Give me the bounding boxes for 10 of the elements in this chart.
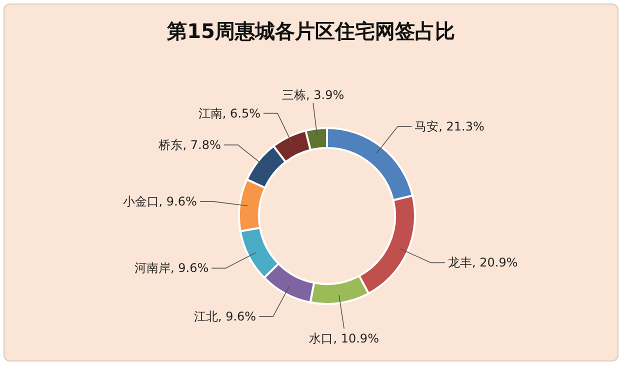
slice-label: 河南岸, 9.6% xyxy=(134,261,209,276)
slice-label: 三栋, 3.9% xyxy=(282,88,344,102)
slice-label: 江南, 6.5% xyxy=(198,106,261,120)
slice-label: 桥东, 7.8% xyxy=(158,138,221,152)
slice-label: 龙丰, 20.9% xyxy=(448,256,518,270)
slice-label: 马安, 21.3% xyxy=(414,120,484,134)
chart-title: 第15周惠城各片区住宅网签占比 xyxy=(166,19,455,43)
slice-label: 江北, 9.6% xyxy=(194,309,256,324)
slice-label: 小金口, 9.6% xyxy=(122,194,197,209)
slice-label: 水口, 10.9% xyxy=(309,332,379,346)
